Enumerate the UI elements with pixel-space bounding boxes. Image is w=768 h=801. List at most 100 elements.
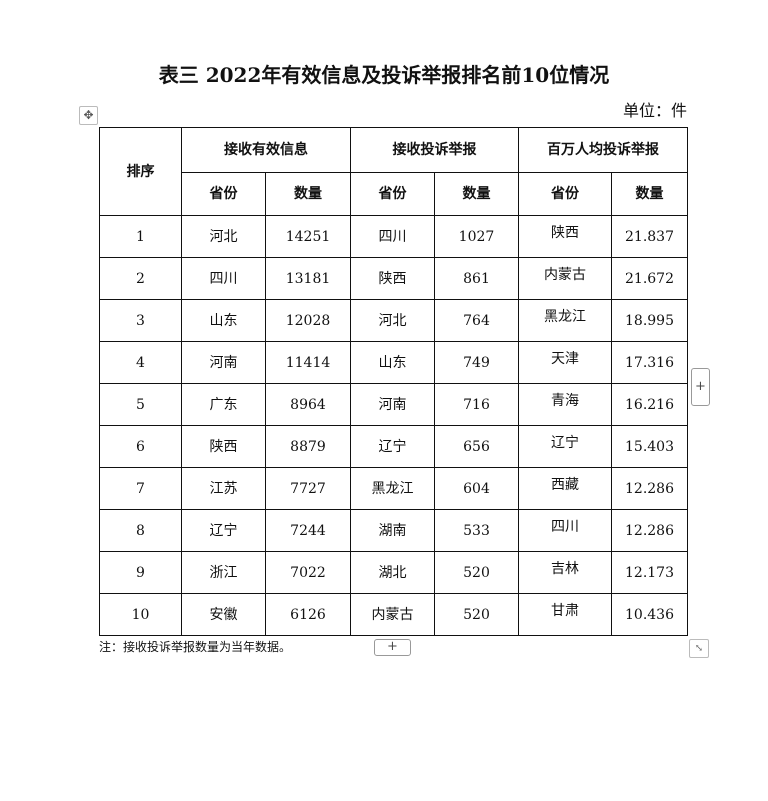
cell-per-million-value: 16.216 xyxy=(611,383,688,426)
table-row: 3 山东 12028 河北 764 黑龙江 18.995 xyxy=(99,299,688,342)
cell-per-million-province: 天津 xyxy=(518,341,612,384)
header-count: 数量 xyxy=(611,172,688,216)
cell-valid-info-province: 浙江 xyxy=(181,551,266,594)
cell-complaint-count: 749 xyxy=(434,341,519,384)
cell-valid-info-count: 7727 xyxy=(265,467,351,510)
cell-per-million-province: 陕西 xyxy=(518,215,612,258)
header-per-million: 百万人均投诉举报 xyxy=(518,127,688,173)
cell-per-million-value: 12.173 xyxy=(611,551,688,594)
cell-valid-info-province: 广东 xyxy=(181,383,266,426)
table-note: 注：接收投诉举报数量为当年数据。 xyxy=(99,640,292,654)
cell-complaint-province: 山东 xyxy=(350,341,435,384)
table-row: 6 陕西 8879 辽宁 656 辽宁 15.403 xyxy=(99,425,688,468)
cell-complaint-count: 520 xyxy=(434,551,519,594)
cell-valid-info-province: 安徽 xyxy=(181,593,266,636)
header-province: 省份 xyxy=(350,172,435,216)
table-row: 1 河北 14251 四川 1027 陕西 21.837 xyxy=(99,215,688,258)
cell-valid-info-count: 13181 xyxy=(265,257,351,300)
cell-valid-info-count: 7022 xyxy=(265,551,351,594)
cell-rank: 5 xyxy=(99,383,182,426)
header-valid-info: 接收有效信息 xyxy=(181,127,351,173)
table-row: 8 辽宁 7244 湖南 533 四川 12.286 xyxy=(99,509,688,552)
cell-complaint-province: 湖南 xyxy=(350,509,435,552)
cell-complaint-province: 黑龙江 xyxy=(350,467,435,510)
cell-valid-info-count: 8964 xyxy=(265,383,351,426)
cell-valid-info-province: 陕西 xyxy=(181,425,266,468)
cell-complaint-count: 716 xyxy=(434,383,519,426)
cell-complaint-count: 520 xyxy=(434,593,519,636)
header-province: 省份 xyxy=(181,172,266,216)
cell-per-million-value: 17.316 xyxy=(611,341,688,384)
cell-complaint-province: 辽宁 xyxy=(350,425,435,468)
header-count: 数量 xyxy=(265,172,351,216)
table-row: 5 广东 8964 河南 716 青海 16.216 xyxy=(99,383,688,426)
cell-per-million-province: 黑龙江 xyxy=(518,299,612,342)
unit-label: 单位：件 xyxy=(622,101,687,120)
cell-rank: 7 xyxy=(99,467,182,510)
add-row-button[interactable]: + xyxy=(374,639,411,656)
cell-valid-info-count: 8879 xyxy=(265,425,351,468)
cell-per-million-value: 10.436 xyxy=(611,593,688,636)
cell-rank: 2 xyxy=(99,257,182,300)
table-row: 2 四川 13181 陕西 861 内蒙古 21.672 xyxy=(99,257,688,300)
cell-valid-info-province: 江苏 xyxy=(181,467,266,510)
cell-complaint-count: 764 xyxy=(434,299,519,342)
cell-valid-info-province: 河南 xyxy=(181,341,266,384)
cell-rank: 10 xyxy=(99,593,182,636)
cell-valid-info-count: 12028 xyxy=(265,299,351,342)
cell-complaint-count: 604 xyxy=(434,467,519,510)
cell-valid-info-count: 11414 xyxy=(265,341,351,384)
header-rank: 排序 xyxy=(99,127,182,216)
cell-per-million-value: 21.672 xyxy=(611,257,688,300)
cell-rank: 9 xyxy=(99,551,182,594)
cell-rank: 6 xyxy=(99,425,182,468)
cell-complaint-province: 内蒙古 xyxy=(350,593,435,636)
table-row: 4 河南 11414 山东 749 天津 17.316 xyxy=(99,341,688,384)
cell-valid-info-province: 辽宁 xyxy=(181,509,266,552)
table-footer: 注：接收投诉举报数量为当年数据。 + ⤡ xyxy=(99,639,709,659)
cell-per-million-province: 甘肃 xyxy=(518,593,612,636)
cell-valid-info-count: 7244 xyxy=(265,509,351,552)
cell-per-million-province: 青海 xyxy=(518,383,612,426)
cell-complaint-count: 861 xyxy=(434,257,519,300)
add-column-button[interactable]: + xyxy=(691,368,710,406)
cell-complaint-count: 656 xyxy=(434,425,519,468)
cell-complaint-province: 四川 xyxy=(350,215,435,258)
cell-valid-info-province: 四川 xyxy=(181,257,266,300)
table-move-handle-icon[interactable]: ✥ xyxy=(79,106,98,125)
table-row: 10 安徽 6126 内蒙古 520 甘肃 10.436 xyxy=(99,593,688,636)
table-container: 排序 接收有效信息 接收投诉举报 百万人均投诉举报 省份 数量 省份 数量 省份… xyxy=(99,127,709,659)
cell-rank: 1 xyxy=(99,215,182,258)
cell-complaint-province: 河北 xyxy=(350,299,435,342)
table-title: 表三 2022年有效信息及投诉举报排名前10位情况 xyxy=(158,63,610,87)
cell-valid-info-count: 14251 xyxy=(265,215,351,258)
cell-per-million-province: 西藏 xyxy=(518,467,612,510)
cell-rank: 3 xyxy=(99,299,182,342)
table-resize-icon[interactable]: ⤡ xyxy=(689,639,709,658)
table-row: 7 江苏 7727 黑龙江 604 西藏 12.286 xyxy=(99,467,688,510)
header-count: 数量 xyxy=(434,172,519,216)
ranking-table: 排序 接收有效信息 接收投诉举报 百万人均投诉举报 省份 数量 省份 数量 省份… xyxy=(99,127,688,636)
cell-per-million-value: 12.286 xyxy=(611,509,688,552)
cell-complaint-province: 陕西 xyxy=(350,257,435,300)
header-province: 省份 xyxy=(518,172,612,216)
cell-complaint-count: 533 xyxy=(434,509,519,552)
cell-complaint-count: 1027 xyxy=(434,215,519,258)
cell-valid-info-province: 河北 xyxy=(181,215,266,258)
cell-per-million-value: 12.286 xyxy=(611,467,688,510)
cell-rank: 4 xyxy=(99,341,182,384)
cell-valid-info-province: 山东 xyxy=(181,299,266,342)
cell-per-million-province: 吉林 xyxy=(518,551,612,594)
cell-complaint-province: 湖北 xyxy=(350,551,435,594)
cell-per-million-value: 18.995 xyxy=(611,299,688,342)
header-complaints: 接收投诉举报 xyxy=(350,127,519,173)
cell-rank: 8 xyxy=(99,509,182,552)
cell-per-million-value: 21.837 xyxy=(611,215,688,258)
cell-per-million-province: 内蒙古 xyxy=(518,257,612,300)
cell-per-million-value: 15.403 xyxy=(611,425,688,468)
cell-per-million-province: 四川 xyxy=(518,509,612,552)
table-row: 9 浙江 7022 湖北 520 吉林 12.173 xyxy=(99,551,688,594)
cell-per-million-province: 辽宁 xyxy=(518,425,612,468)
cell-valid-info-count: 6126 xyxy=(265,593,351,636)
cell-complaint-province: 河南 xyxy=(350,383,435,426)
